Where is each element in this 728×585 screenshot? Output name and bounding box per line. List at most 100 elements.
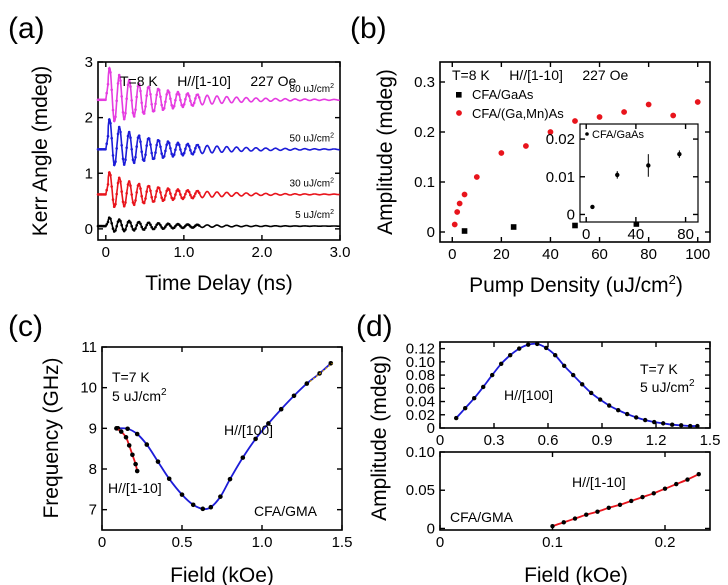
panel-a-data-point bbox=[130, 193, 133, 196]
panel-a-data-point bbox=[171, 107, 175, 110]
panel-a-data-point bbox=[137, 134, 141, 137]
panel-a-series-label: 30 uJ/cm2 bbox=[290, 177, 335, 189]
panel-a-data-point bbox=[121, 157, 125, 161]
panel-a-data-point bbox=[145, 144, 148, 147]
panel-a-data-point bbox=[139, 140, 142, 143]
panel-c-data-point bbox=[155, 459, 161, 464]
panel-b-conditions: T=8 K H//[1-10] 227 Oe bbox=[452, 67, 628, 83]
panel-c-data-point bbox=[208, 504, 214, 510]
panel-a-data-point bbox=[131, 158, 135, 161]
panel-c-data-point bbox=[134, 468, 140, 474]
panel-c-temperature: T=7 K bbox=[112, 369, 150, 385]
panel-a-data-point bbox=[150, 225, 153, 229]
panel-a-data-point bbox=[115, 192, 118, 196]
panel-a-data-point bbox=[135, 145, 138, 148]
panel-a-data-point bbox=[131, 201, 135, 204]
panel-d-bottom-data-point bbox=[674, 481, 679, 487]
panel-b-legend-label: CFA/(Ga,Mn)As bbox=[472, 106, 564, 121]
panel-b-ylabel: Amplitude (mdeg) bbox=[374, 69, 397, 235]
panel-a-data-point bbox=[189, 193, 192, 197]
panel-b-data-point-circle bbox=[498, 150, 505, 156]
panel-a-data-point bbox=[144, 197, 147, 200]
panel-a-data-point bbox=[106, 134, 110, 138]
panel-a-series-label-text: 30 uJ/cm bbox=[290, 178, 331, 189]
panel-c-xtick-label: 1.0 bbox=[252, 534, 273, 551]
panel-a-xtick-label: 1.0 bbox=[173, 244, 194, 261]
panel-a-data-point bbox=[192, 150, 196, 154]
panel-a-series-label-text: 5 uJ/cm bbox=[295, 210, 330, 221]
panel-a-data-point bbox=[145, 223, 148, 227]
panel-c-data-point bbox=[240, 455, 246, 460]
panel-a-data-point bbox=[159, 95, 162, 99]
panel-a-data-point bbox=[106, 183, 110, 186]
panel-a-data-point bbox=[145, 190, 148, 193]
panel-c-data-point bbox=[126, 443, 132, 448]
panel-a-data-point bbox=[194, 97, 197, 100]
panel-a-data-point bbox=[130, 99, 133, 102]
panel-b-data-point-square bbox=[633, 221, 640, 227]
panel-d-top-xtick-label: 1.5 bbox=[700, 432, 721, 449]
panel-d-top-xtick-label: 0.9 bbox=[592, 432, 613, 449]
panel-d-top-data-point bbox=[526, 342, 531, 347]
panel-c-ylabel: Frequency (GHz) bbox=[40, 357, 63, 518]
panel-d-fluence: 5 uJ/cm2 bbox=[640, 378, 695, 395]
panel-d-top-data-point bbox=[679, 423, 684, 428]
panel-d-bottom-data-point bbox=[550, 523, 555, 529]
panel-a-data-point bbox=[172, 153, 176, 156]
panel-d-top-ytick-label: 0 bbox=[427, 420, 435, 437]
panel-c-data-point bbox=[118, 429, 124, 434]
panel-a-data-point bbox=[117, 125, 121, 129]
panel-a-data-point bbox=[154, 102, 157, 106]
panel-a-data-point bbox=[114, 202, 117, 206]
panel-a-data-point bbox=[142, 112, 146, 115]
panel-a-data-point bbox=[182, 151, 186, 155]
panel-a-data-point bbox=[164, 100, 167, 104]
panel-a-data-point bbox=[137, 82, 141, 86]
panel-a-data-point bbox=[165, 143, 168, 147]
panel-a-frame bbox=[97, 61, 341, 241]
panel-a-data-point bbox=[110, 185, 113, 188]
panel-b-plot: 0 20 40 60 80 100 0 0.1 0.2 0.3 T=8 K H//[1-10] 2… bbox=[374, 61, 711, 297]
panel-d-top-ytick-label: 0.12 bbox=[406, 341, 435, 358]
panel-d-bottom-data-point bbox=[629, 498, 634, 504]
panel-a-data-point bbox=[116, 181, 120, 185]
panel-a-data-point bbox=[150, 103, 153, 106]
panel-a-data-point bbox=[140, 101, 143, 105]
panel-d-top-fit-line bbox=[455, 342, 698, 427]
panel-a-data-point bbox=[111, 108, 115, 112]
panel-b-data-point-circle bbox=[547, 129, 554, 135]
panel-a-data-point bbox=[175, 143, 178, 147]
panel-a-data-point bbox=[105, 91, 108, 95]
panel-a-data-point bbox=[160, 103, 163, 107]
panel-b-inset-xtick-label: 0 bbox=[582, 226, 590, 243]
panel-b-inset-data-point bbox=[590, 204, 595, 210]
panel-d-top-ytick-label: 0.06 bbox=[406, 380, 435, 397]
panel-a-data-point bbox=[135, 224, 138, 227]
panel-d-bottom-ytick-label: 0.10 bbox=[406, 444, 435, 461]
panel-a-data-point bbox=[109, 122, 112, 125]
panel-c-data-point bbox=[123, 434, 129, 440]
panel-b-legend-label: CFA/GaAs bbox=[472, 87, 534, 102]
panel-b-xtick-label: 0 bbox=[448, 246, 456, 263]
panel-d-bottom-xtick-label: 0.2 bbox=[655, 534, 676, 551]
panel-a-data-point bbox=[120, 223, 123, 227]
panel-a-data-point bbox=[197, 191, 201, 195]
panel-b-ytick-label: 0.3 bbox=[414, 74, 435, 91]
panel-a-conditions: T=8 K H//[1-10] 227 Oe bbox=[120, 73, 296, 89]
panel-a-data-point bbox=[104, 98, 107, 102]
panel-a-data-point bbox=[107, 67, 111, 70]
panel-a-data-point bbox=[104, 193, 107, 196]
panel-a-data-point bbox=[165, 93, 168, 96]
panel-a-data-point bbox=[152, 109, 156, 112]
panel-b-inset-ytick-label: 0 bbox=[567, 206, 575, 223]
panel-a-data-point bbox=[131, 111, 135, 114]
panel-label-c: (c) bbox=[8, 310, 43, 343]
panel-a-data-point bbox=[121, 200, 125, 204]
panel-d-top-data-point bbox=[616, 407, 621, 413]
panel-c-ytick-label: 8 bbox=[89, 461, 97, 478]
panel-b-inset-ytick-label: 0.02 bbox=[546, 131, 575, 148]
panel-a-data-point bbox=[126, 134, 130, 138]
panel-d-top-data-point bbox=[571, 372, 576, 378]
panel-label-d: (d) bbox=[356, 310, 393, 343]
panel-d-temperature: T=7 K bbox=[640, 361, 678, 377]
